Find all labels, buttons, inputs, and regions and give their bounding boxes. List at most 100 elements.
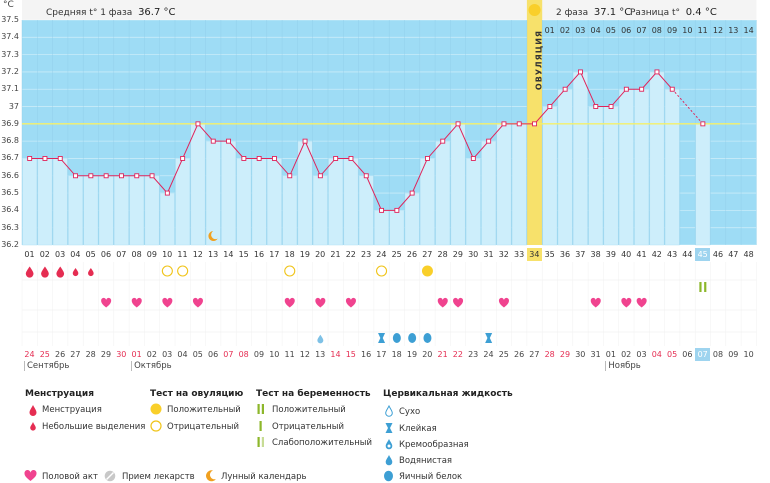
calendar-date-label[interactable]: 10 <box>743 350 754 359</box>
cycle-day-label[interactable]: 24 <box>376 250 387 259</box>
cycle-day-label[interactable]: 39 <box>605 250 616 259</box>
cycle-day-label[interactable]: 22 <box>345 250 356 259</box>
calendar-date-label[interactable]: 17 <box>376 350 387 359</box>
cycle-day-label[interactable]: 08 <box>131 250 142 259</box>
cycle-day-label[interactable]: 23 <box>361 250 372 259</box>
cycle-day-label[interactable]: 27 <box>422 250 433 259</box>
cycle-day-label[interactable]: 26 <box>406 250 418 259</box>
calendar-date-label[interactable]: 14 <box>330 350 341 359</box>
calendar-date-label[interactable]: 25 <box>39 350 50 359</box>
cycle-day-label[interactable]: 25 <box>391 250 402 259</box>
calendar-date-label[interactable]: 26 <box>55 350 66 359</box>
cycle-day-label[interactable]: 29 <box>452 250 463 259</box>
cycle-day-label[interactable]: 15 <box>238 250 249 259</box>
cycle-day-label[interactable]: 14 <box>223 250 234 259</box>
cycle-day-label[interactable]: 01 <box>24 250 35 259</box>
cycle-day-label[interactable]: 12 <box>192 250 203 259</box>
cycle-day-label[interactable]: 07 <box>116 250 127 259</box>
cycle-day-label[interactable]: 04 <box>70 250 81 259</box>
cycle-day-label[interactable]: 03 <box>55 250 66 259</box>
calendar-date-label[interactable]: 03 <box>636 350 647 359</box>
calendar-date-label[interactable]: 19 <box>406 350 418 359</box>
calendar-date-label[interactable]: 02 <box>146 350 157 359</box>
cycle-day-label[interactable]: 41 <box>636 250 647 259</box>
calendar-date-label[interactable]: 31 <box>590 350 601 359</box>
calendar-date-label[interactable]: 13 <box>315 350 326 359</box>
cycle-day-label[interactable]: 34 <box>526 248 542 261</box>
calendar-date-label[interactable]: 16 <box>361 350 372 359</box>
cycle-day-label[interactable]: 05 <box>85 250 96 259</box>
calendar-date-label[interactable]: 23 <box>468 350 479 359</box>
calendar-date-label[interactable]: 29 <box>100 350 112 359</box>
calendar-date-label[interactable]: 09 <box>253 350 265 359</box>
calendar-date-label[interactable]: 30 <box>116 350 127 359</box>
cycle-day-label[interactable]: 13 <box>208 250 219 259</box>
cycle-day-label[interactable]: 45 <box>695 248 711 261</box>
calendar-date-label[interactable]: 15 <box>345 350 356 359</box>
cycle-day-label[interactable]: 18 <box>284 250 295 259</box>
calendar-date-label[interactable]: 10 <box>269 350 280 359</box>
cycle-day-label[interactable]: 30 <box>468 250 479 259</box>
calendar-date-label[interactable]: 01 <box>131 350 142 359</box>
cycle-day-label[interactable]: 42 <box>651 250 662 259</box>
cycle-day-label[interactable]: 28 <box>437 250 448 259</box>
intercourse-icon <box>437 297 448 308</box>
cycle-day-label[interactable]: 11 <box>177 250 188 259</box>
cycle-day-label[interactable]: 32 <box>498 250 509 259</box>
calendar-date-label[interactable]: 05 <box>192 350 203 359</box>
cycle-day-label[interactable]: 31 <box>483 250 494 259</box>
cycle-day-label[interactable]: 19 <box>299 250 310 259</box>
cycle-day-label[interactable]: 40 <box>621 250 632 259</box>
cycle-day-label[interactable]: 35 <box>544 250 555 259</box>
phase1-average: Средняя t° 1 фаза 36.7 °C <box>46 7 176 18</box>
calendar-date-label[interactable]: 18 <box>391 350 402 359</box>
calendar-date-label[interactable]: 11 <box>284 350 295 359</box>
calendar-date-label[interactable]: 03 <box>162 350 173 359</box>
calendar-date-label[interactable]: 04 <box>177 350 188 359</box>
cycle-day-label[interactable]: 38 <box>590 250 601 259</box>
cycle-day-label[interactable]: 06 <box>100 250 112 259</box>
calendar-date-label[interactable]: 06 <box>208 350 219 359</box>
calendar-date-label[interactable]: 02 <box>621 350 632 359</box>
calendar-date-label[interactable]: 28 <box>544 350 555 359</box>
calendar-date-label[interactable]: 27 <box>70 350 81 359</box>
cycle-day-label[interactable]: 46 <box>712 250 724 259</box>
cycle-day-label[interactable]: 21 <box>330 250 341 259</box>
calendar-date-label[interactable]: 22 <box>452 350 463 359</box>
cycle-day-label[interactable]: 36 <box>559 250 571 259</box>
calendar-date-label[interactable]: 30 <box>575 350 586 359</box>
cycle-day-label[interactable]: 17 <box>269 250 280 259</box>
temperature-point <box>348 156 354 161</box>
cycle-day-label[interactable]: 47 <box>728 250 739 259</box>
cycle-day-label[interactable]: 48 <box>743 250 754 259</box>
calendar-date-label[interactable]: 29 <box>559 350 571 359</box>
calendar-date-label[interactable]: 09 <box>728 350 739 359</box>
calendar-date-label[interactable]: 28 <box>85 350 96 359</box>
calendar-date-label[interactable]: 20 <box>422 350 433 359</box>
calendar-date-label[interactable]: 07 <box>695 348 711 361</box>
calendar-date-label[interactable]: 24 <box>24 350 35 359</box>
calendar-date-label[interactable]: 05 <box>667 350 678 359</box>
calendar-date-label[interactable]: 08 <box>712 350 724 359</box>
cycle-day-label[interactable]: 44 <box>682 250 693 259</box>
calendar-date-label[interactable]: 12 <box>299 350 310 359</box>
cycle-day-label[interactable]: 16 <box>253 250 265 259</box>
calendar-date-label[interactable]: 25 <box>498 350 509 359</box>
cycle-day-label[interactable]: 02 <box>39 250 50 259</box>
calendar-date-label[interactable]: 06 <box>682 350 693 359</box>
calendar-date-label[interactable]: 27 <box>529 350 540 359</box>
calendar-date-label[interactable]: 26 <box>514 350 525 359</box>
cycle-day-label[interactable]: 43 <box>667 250 678 259</box>
cycle-day-label[interactable]: 09 <box>146 250 157 259</box>
cycle-day-label[interactable]: 37 <box>575 250 586 259</box>
calendar-date-label[interactable]: 08 <box>238 350 249 359</box>
calendar-date-label[interactable]: 24 <box>483 350 494 359</box>
calendar-date-label[interactable]: 21 <box>437 350 448 359</box>
cycle-day-label[interactable]: 33 <box>514 250 525 259</box>
calendar-date-label[interactable]: 07 <box>223 350 234 359</box>
cycle-day-label[interactable]: 10 <box>162 250 173 259</box>
cycle-day-label[interactable]: 20 <box>315 250 326 259</box>
calendar-date-label[interactable]: 04 <box>651 350 662 359</box>
temperature-point <box>639 86 645 92</box>
calendar-date-label[interactable]: 01 <box>605 350 616 359</box>
